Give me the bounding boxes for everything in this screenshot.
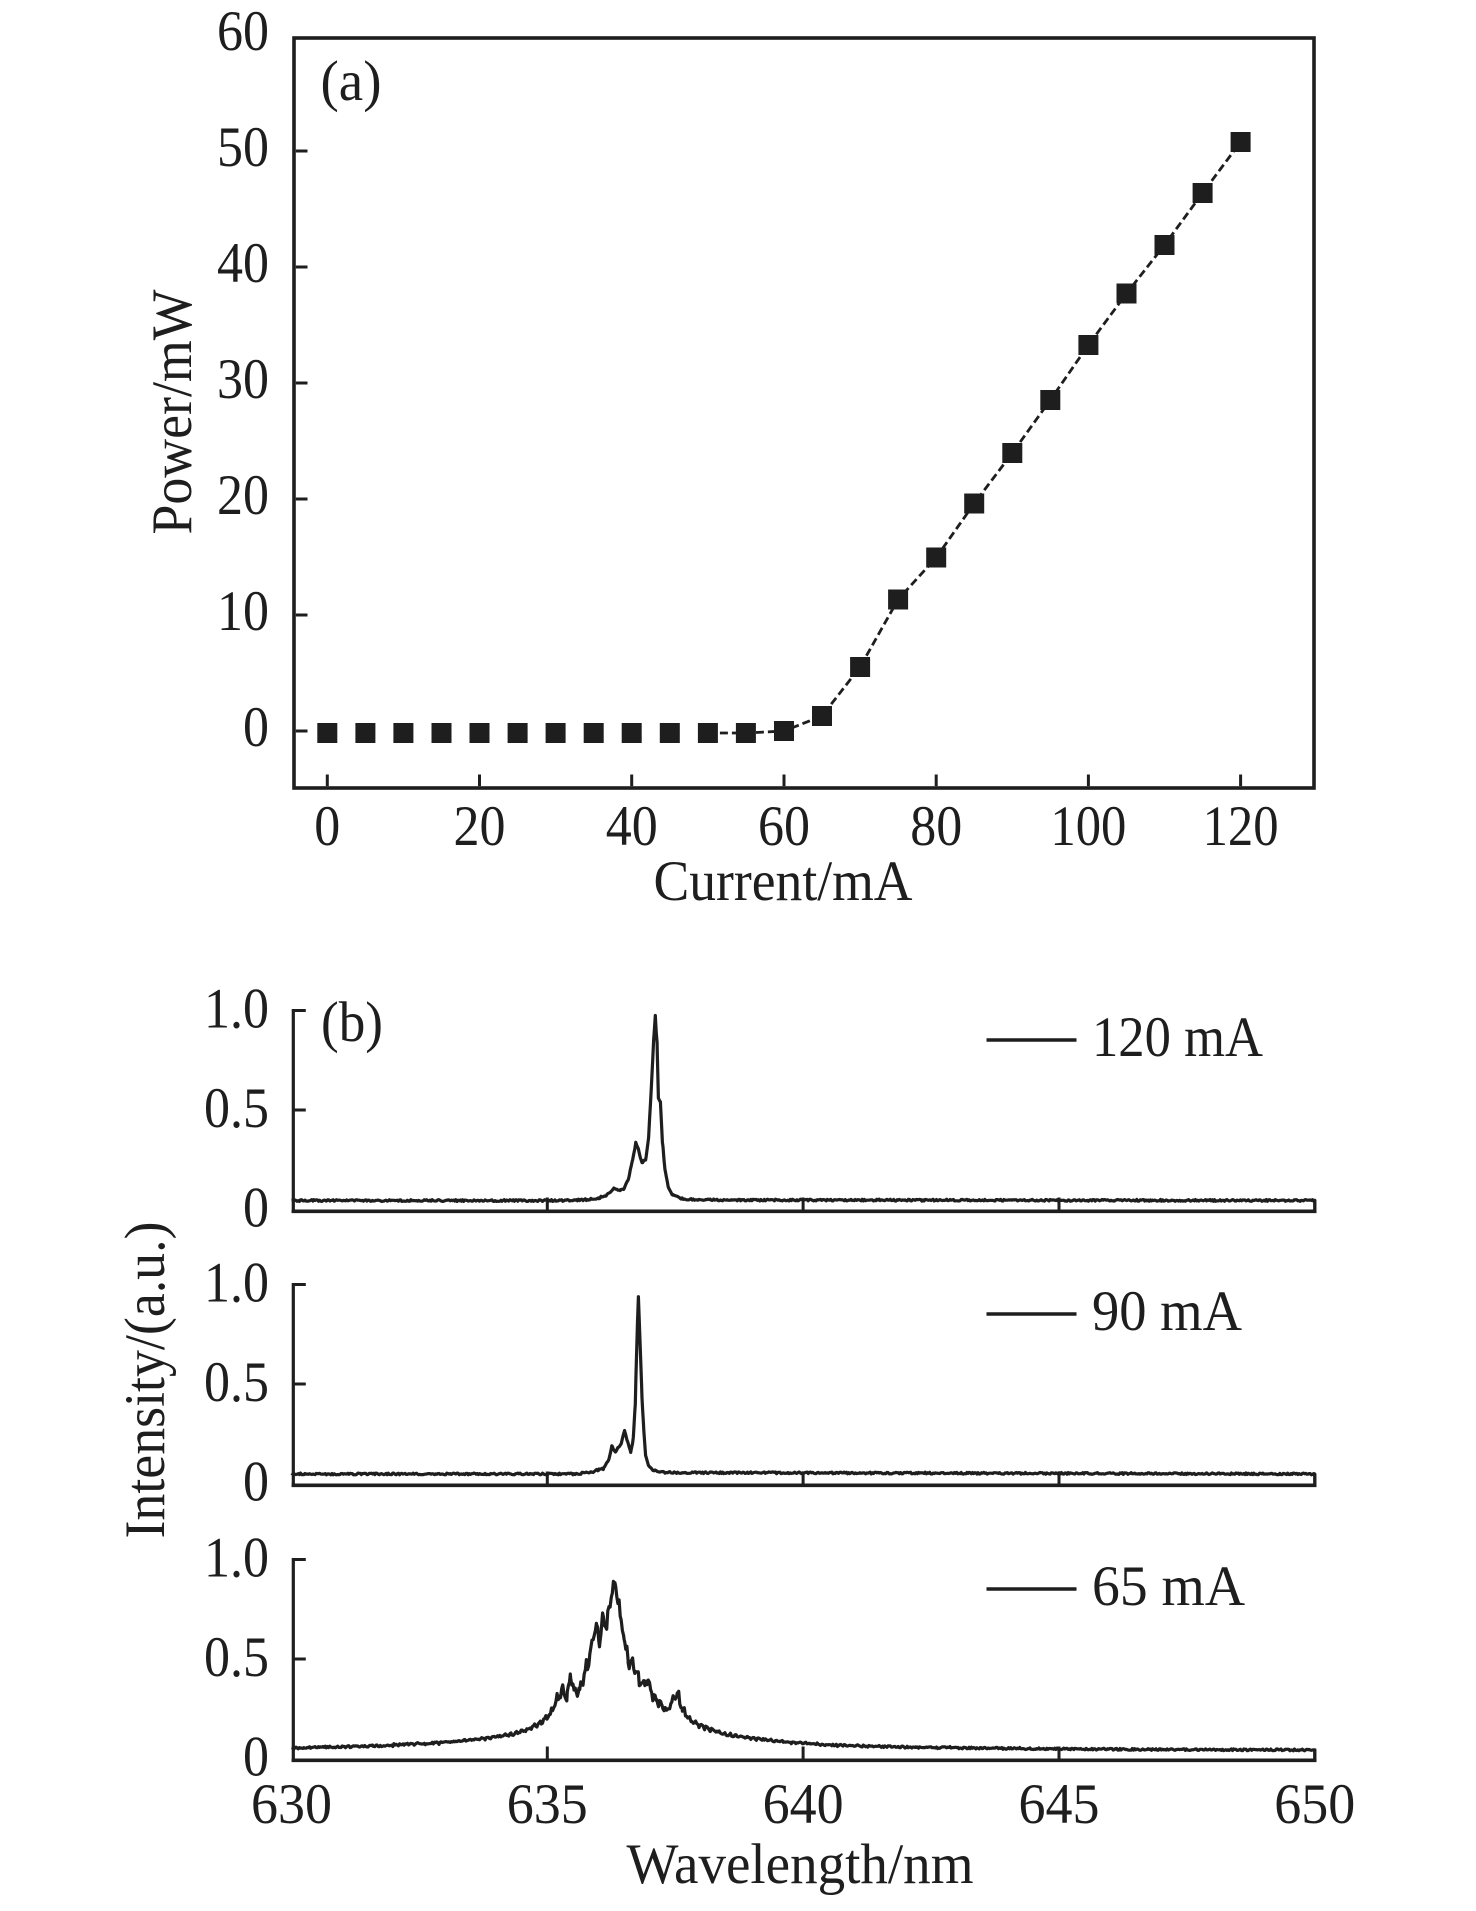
- svg-text:0: 0: [243, 1726, 269, 1789]
- svg-text:(b): (b): [321, 991, 383, 1054]
- svg-text:40: 40: [217, 232, 269, 295]
- svg-text:80: 80: [910, 795, 962, 858]
- svg-text:0: 0: [243, 1451, 269, 1514]
- svg-text:630: 630: [251, 1773, 332, 1836]
- svg-text:0: 0: [314, 795, 340, 858]
- svg-text:1.0: 1.0: [204, 1527, 269, 1590]
- svg-text:1.0: 1.0: [204, 1252, 269, 1315]
- svg-text:20: 20: [454, 795, 506, 858]
- svg-text:0: 0: [243, 1177, 269, 1240]
- svg-text:Wavelength/nm: Wavelength/nm: [627, 1833, 974, 1896]
- svg-text:0.5: 0.5: [204, 1077, 269, 1140]
- svg-text:650: 650: [1274, 1773, 1355, 1836]
- svg-text:120 mA: 120 mA: [1092, 1006, 1263, 1069]
- svg-text:60: 60: [217, 0, 269, 63]
- svg-text:Power/mW: Power/mW: [141, 289, 204, 534]
- svg-text:90 mA: 90 mA: [1092, 1280, 1242, 1343]
- svg-text:100: 100: [1050, 795, 1126, 858]
- svg-text:60: 60: [758, 795, 810, 858]
- svg-text:0: 0: [243, 696, 269, 759]
- svg-text:Intensity/(a.u.): Intensity/(a.u.): [114, 1222, 177, 1539]
- svg-text:0.5: 0.5: [204, 1626, 269, 1689]
- svg-text:0.5: 0.5: [204, 1351, 269, 1414]
- svg-text:10: 10: [217, 580, 269, 643]
- svg-text:640: 640: [763, 1773, 844, 1836]
- svg-text:635: 635: [507, 1773, 588, 1836]
- svg-text:Current/mA: Current/mA: [654, 850, 913, 913]
- svg-text:1.0: 1.0: [204, 978, 269, 1041]
- svg-text:40: 40: [606, 795, 658, 858]
- svg-text:(a): (a): [321, 50, 382, 113]
- svg-text:645: 645: [1019, 1773, 1100, 1836]
- svg-text:50: 50: [217, 116, 269, 179]
- svg-text:30: 30: [217, 348, 269, 411]
- svg-text:120: 120: [1203, 795, 1279, 858]
- svg-text:65 mA: 65 mA: [1092, 1555, 1245, 1618]
- svg-text:20: 20: [217, 464, 269, 527]
